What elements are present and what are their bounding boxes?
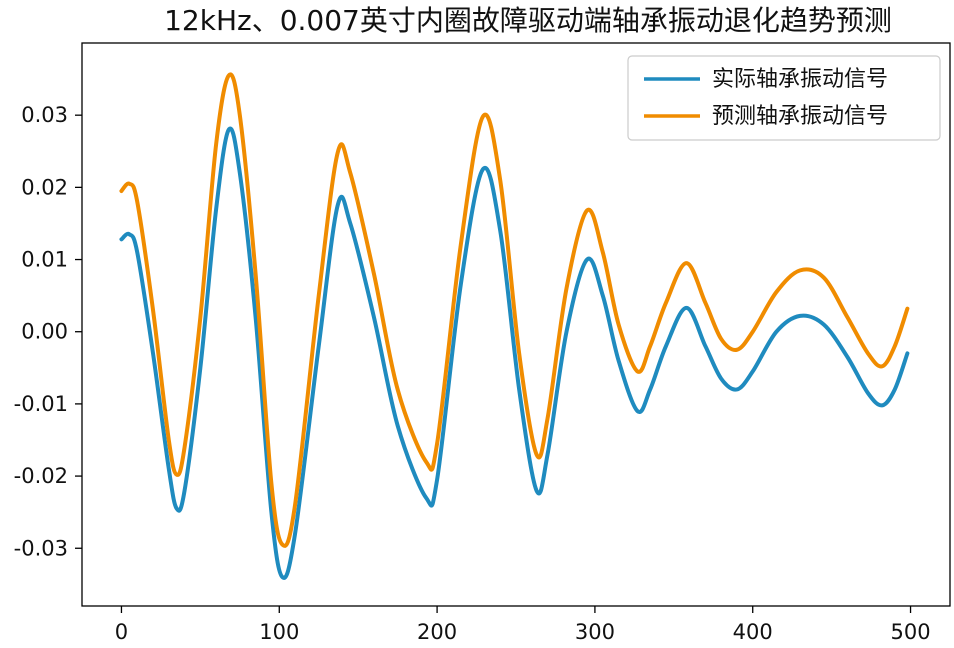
legend-box (627, 55, 941, 141)
legend-label-actual: 实际轴承振动信号 (712, 67, 888, 92)
x-tick-label: 400 (733, 620, 773, 644)
chart-title: 12kHz、0.007英寸内圈故障驱动端轴承振动退化趋势预测 (164, 4, 892, 37)
y-axis: 0.03 0.02 0.01 0.00 -0.01 -0.02 -0.03 (14, 103, 82, 560)
plot-frame (81, 42, 951, 607)
y-tick-label: -0.01 (14, 392, 68, 416)
y-tick-label: -0.03 (14, 536, 68, 560)
series-layer (119, 72, 910, 580)
y-tick-label: 0.02 (21, 175, 68, 199)
x-axis: 0 100 200 300 400 500 (115, 606, 931, 644)
x-tick-label: 0 (115, 620, 128, 644)
x-tick-label: 300 (575, 620, 615, 644)
series-line-predicted (119, 72, 910, 548)
series-line-actual (119, 126, 910, 580)
y-tick-label: 0.01 (21, 248, 68, 272)
x-tick-label: 100 (259, 620, 299, 644)
legend-label-predicted: 预测轴承振动信号 (712, 104, 888, 129)
legend: 实际轴承振动信号 预测轴承振动信号 (627, 55, 941, 141)
x-tick-label: 500 (890, 620, 930, 644)
y-tick-label: 0.00 (21, 320, 68, 344)
y-tick-label: 0.03 (21, 103, 68, 127)
y-tick-label: -0.02 (14, 464, 68, 488)
x-tick-label: 200 (417, 620, 457, 644)
